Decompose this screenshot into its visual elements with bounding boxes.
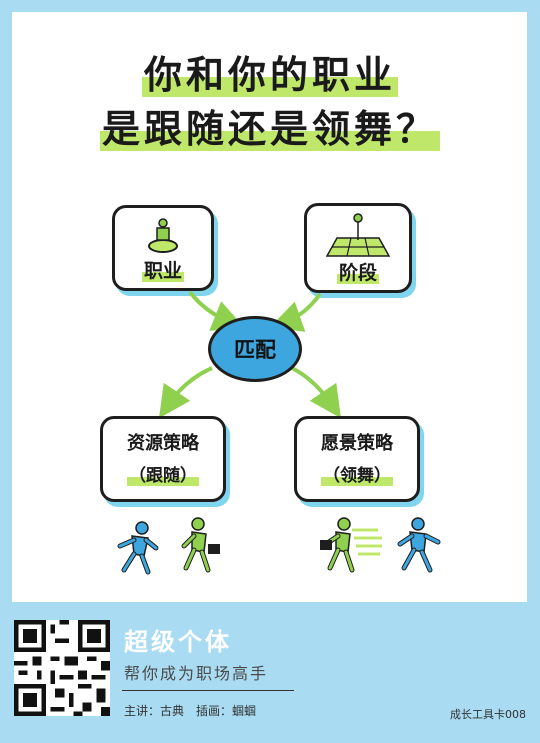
person-pin-icon (148, 218, 178, 253)
runner-blue-right-icon (397, 517, 441, 573)
career-label: 职业 (141, 260, 184, 282)
title-line-1: 你和你的职业 (141, 53, 398, 97)
career-box: 职业 (112, 205, 214, 291)
runner-blue-left-icon (117, 521, 159, 575)
stage-label: 阶段 (336, 262, 379, 284)
card-number: 成长工具卡008 (450, 708, 526, 721)
resource-strategy-sub: （跟随） (127, 466, 199, 486)
stage-box: 阶段 (304, 203, 412, 293)
runner-green-briefcase-right-icon (320, 517, 382, 573)
grid-pin-icon (325, 213, 391, 257)
title-line-2: 是跟随还是领舞？ (99, 107, 440, 151)
footer-divider (122, 690, 294, 691)
brand-name: 超级个体 (124, 628, 232, 656)
resource-strategy-box: 资源策略 （跟随） (100, 416, 226, 502)
brand-slogan: 帮你成为职场高手 (124, 664, 269, 683)
credits: 主讲：古典 插画：蝈蝈 (124, 704, 257, 718)
runner-green-briefcase-left-icon (181, 517, 220, 573)
qr-code-icon[interactable] (14, 620, 110, 716)
vision-strategy-sub: （领舞） (321, 466, 393, 486)
vision-strategy-label: 愿景策略 (321, 433, 393, 454)
match-node: 匹配 (208, 316, 302, 382)
resource-strategy-label: 资源策略 (127, 433, 199, 454)
vision-strategy-box: 愿景策略 （领舞） (294, 416, 420, 502)
match-label: 匹配 (234, 338, 276, 362)
